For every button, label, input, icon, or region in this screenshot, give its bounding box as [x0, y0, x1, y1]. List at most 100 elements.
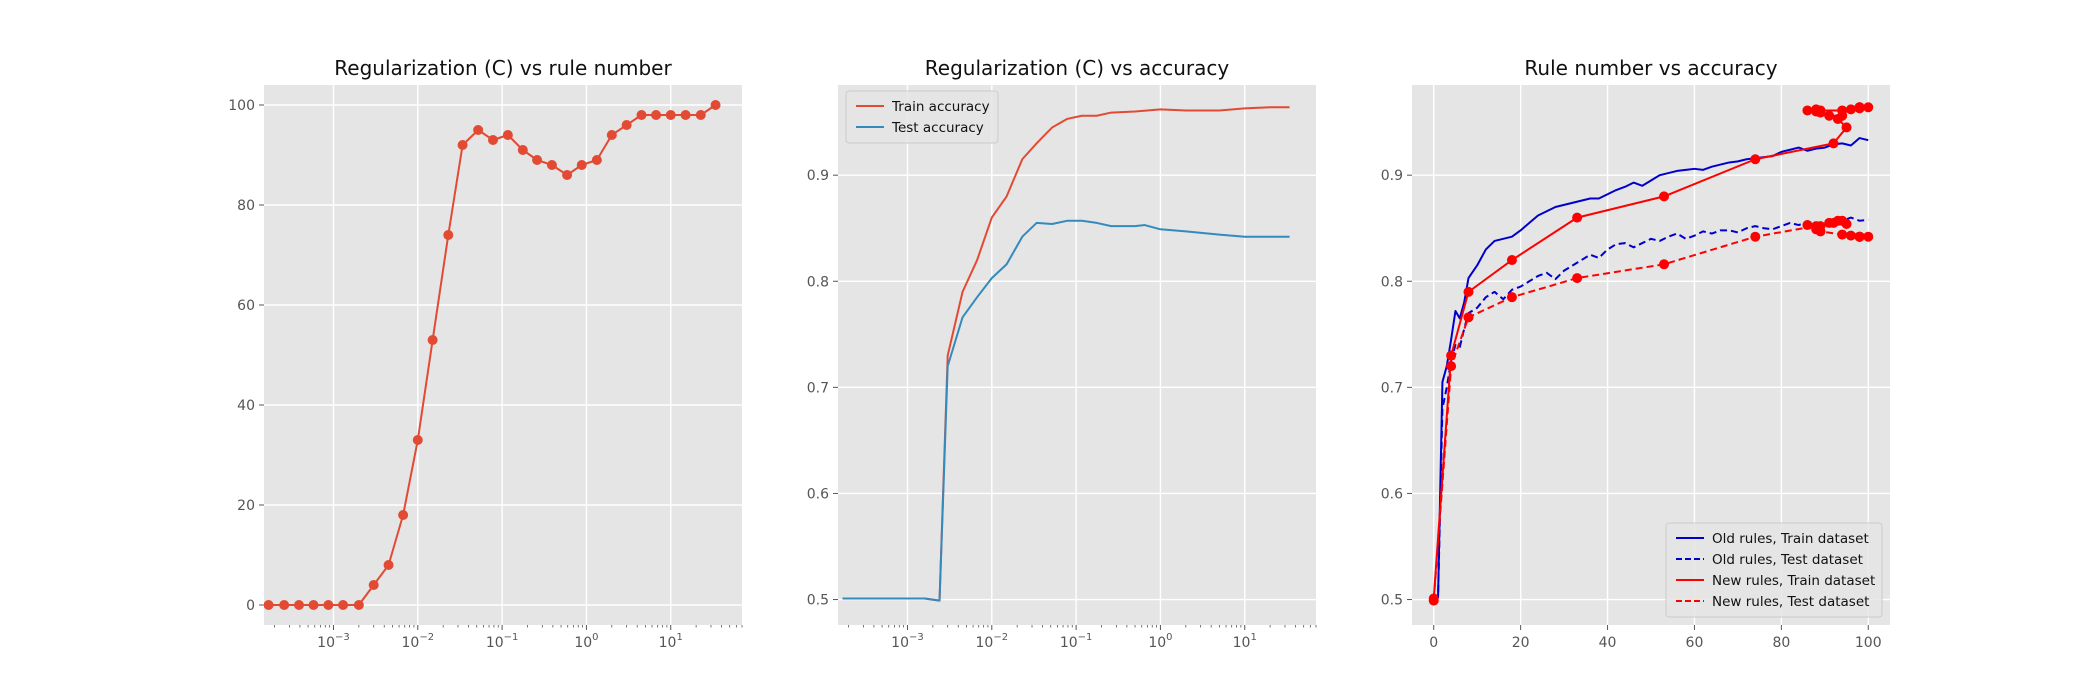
data-point [338, 600, 349, 610]
legend-box [845, 90, 999, 144]
series-group [842, 106, 1290, 602]
y-tick-label: 40 [237, 398, 255, 414]
data-point [1815, 105, 1826, 116]
series-line-2 [842, 219, 1290, 602]
data-point [695, 110, 706, 120]
data-point [1837, 229, 1848, 240]
data-point [293, 600, 304, 610]
data-point [680, 110, 691, 120]
data-point [1506, 292, 1517, 303]
data-point [473, 125, 484, 135]
y-tick-label: 0 [246, 598, 255, 614]
y-tick-label: 0.7 [807, 380, 829, 396]
data-point [353, 600, 364, 610]
data-point [308, 600, 319, 610]
data-point [1750, 231, 1761, 242]
y-tick-label: 0.5 [807, 593, 829, 609]
data-point [488, 135, 499, 145]
x-tick-label: 10−2 [401, 632, 434, 651]
data-point [427, 335, 438, 345]
legend-label: Old rules, Train dataset [1712, 531, 1869, 547]
data-point [1572, 212, 1583, 223]
chart-panel-3: 0 20 40 60 80 100 0.5 0.6 0.7 0.8 0.9 Rule number v… [1381, 56, 1890, 651]
y-tick-label: 100 [228, 98, 255, 114]
data-point [502, 130, 513, 140]
y-tick-label: 0.5 [1381, 593, 1403, 609]
series-group [264, 100, 721, 610]
y-tick-label: 0.6 [807, 486, 829, 502]
y-tick-label: 0.9 [807, 168, 829, 184]
grid [838, 85, 1316, 625]
chart-title: Rule number vs accuracy [1524, 56, 1777, 80]
legend-box [1665, 522, 1883, 618]
data-point [1863, 231, 1874, 242]
data-point [1428, 595, 1439, 606]
series-group [1428, 102, 1874, 606]
x-tick-label: 101 [1233, 632, 1257, 651]
data-point [323, 600, 334, 610]
y-tick-label: 20 [237, 498, 255, 514]
series-line-2 [1433, 216, 1869, 602]
x-tick-label: 10−3 [891, 632, 924, 651]
data-point [279, 600, 290, 610]
data-point [576, 160, 587, 170]
series-line-4 [1432, 219, 1869, 601]
data-point [1750, 154, 1761, 165]
x-tick-label: 40 [1599, 635, 1617, 651]
legend-label: Old rules, Test dataset [1712, 552, 1863, 568]
data-point [665, 110, 676, 120]
data-point [651, 110, 662, 120]
x-tick-label: 0 [1429, 635, 1438, 651]
x-tick-label: 80 [1772, 635, 1790, 651]
chart-panel-2: 10−3 10−2 10−1 100 101 0.5 0.6 0.7 0.8 0.9 Regular… [807, 56, 1317, 651]
data-point [1837, 105, 1848, 116]
data-point [636, 110, 647, 120]
y-tick-label: 0.8 [807, 274, 829, 290]
data-point [1659, 191, 1670, 202]
data-point [264, 600, 274, 610]
y-tick-label: 0.9 [1381, 168, 1403, 184]
data-point [1802, 105, 1813, 116]
data-point [457, 140, 468, 150]
x-tick-label: 101 [659, 632, 683, 651]
y-tick-label: 0.8 [1381, 274, 1403, 290]
x-tick-label: 100 [574, 632, 598, 651]
data-point [1845, 104, 1856, 115]
legend: Old rules, Train dataset Old rules, Test … [1665, 522, 1883, 618]
data-point [1854, 231, 1865, 242]
x-tick-label: 10−1 [486, 632, 519, 651]
data-point [562, 170, 573, 180]
chart-panel-1: 10−3 10−2 10−1 100 101 0 20 40 60 80 100 Regulariza… [228, 56, 743, 651]
data-point [591, 155, 602, 165]
data-point [1841, 122, 1852, 133]
data-point [1828, 138, 1839, 149]
chart-title: Regularization (C) vs rule number [334, 56, 672, 80]
y-tick-label: 0.7 [1381, 380, 1403, 396]
data-point [1824, 110, 1835, 121]
grid [264, 85, 742, 625]
data-point [532, 155, 543, 165]
data-point [1863, 102, 1874, 113]
data-point [383, 560, 394, 570]
data-point [546, 160, 557, 170]
data-point [1506, 255, 1517, 266]
legend-label: New rules, Test dataset [1712, 594, 1869, 610]
data-point [1802, 220, 1813, 231]
legend-label: Test accuracy [891, 120, 984, 136]
data-point [621, 120, 632, 130]
series-line-1 [1433, 137, 1869, 600]
data-point [1572, 273, 1583, 284]
y-tick-label: 60 [237, 298, 255, 314]
x-tick-label: 60 [1686, 635, 1704, 651]
legend-label: Train accuracy [891, 99, 990, 115]
legend-label: New rules, Train dataset [1712, 573, 1875, 589]
data-point [1463, 286, 1474, 297]
y-tick-label: 80 [237, 198, 255, 214]
data-point [398, 510, 409, 520]
x-tick-label: 100 [1855, 635, 1882, 651]
data-point [710, 100, 721, 110]
data-point [1463, 312, 1474, 323]
x-tick-label: 10−1 [1060, 632, 1093, 651]
x-tick-label: 20 [1512, 635, 1530, 651]
